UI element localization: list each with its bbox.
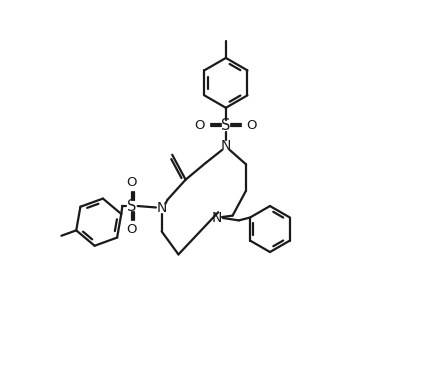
Text: N: N <box>212 211 222 225</box>
Text: O: O <box>127 175 137 189</box>
Text: O: O <box>247 120 257 132</box>
Text: N: N <box>157 201 167 215</box>
Text: S: S <box>221 119 231 134</box>
Text: S: S <box>127 199 137 214</box>
Text: O: O <box>195 120 205 132</box>
Text: O: O <box>127 224 137 236</box>
Text: N: N <box>221 139 231 153</box>
